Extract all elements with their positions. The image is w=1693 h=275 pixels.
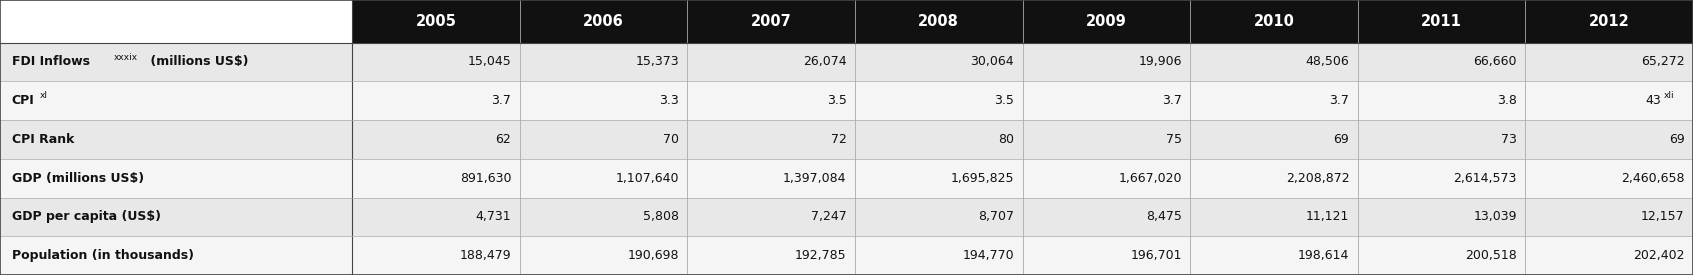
Text: 2010: 2010 xyxy=(1253,14,1295,29)
Text: 891,630: 891,630 xyxy=(460,172,511,185)
Text: 192,785: 192,785 xyxy=(796,249,846,262)
Text: 2,614,573: 2,614,573 xyxy=(1454,172,1517,185)
Text: 2006: 2006 xyxy=(582,14,625,29)
Text: 3.7: 3.7 xyxy=(1329,94,1349,107)
Text: xl: xl xyxy=(39,91,47,100)
Text: 26,074: 26,074 xyxy=(802,56,846,68)
Text: 1,695,825: 1,695,825 xyxy=(950,172,1014,185)
Text: 194,770: 194,770 xyxy=(963,249,1014,262)
Text: 2,460,658: 2,460,658 xyxy=(1620,172,1685,185)
Text: 1,107,640: 1,107,640 xyxy=(615,172,679,185)
Text: Population (in thousands): Population (in thousands) xyxy=(12,249,195,262)
Text: 7,247: 7,247 xyxy=(811,210,846,223)
Text: 3.3: 3.3 xyxy=(659,94,679,107)
Bar xyxy=(0,43,1693,81)
Text: 2011: 2011 xyxy=(1420,14,1463,29)
Text: 3.7: 3.7 xyxy=(491,94,511,107)
Text: CPI Rank: CPI Rank xyxy=(12,133,74,146)
Text: CPI: CPI xyxy=(12,94,34,107)
Bar xyxy=(0,197,1693,236)
Text: 13,039: 13,039 xyxy=(1473,210,1517,223)
Text: 2005: 2005 xyxy=(415,14,457,29)
Text: 80: 80 xyxy=(999,133,1014,146)
Text: 2009: 2009 xyxy=(1085,14,1128,29)
Text: 200,518: 200,518 xyxy=(1464,249,1517,262)
Text: 75: 75 xyxy=(1166,133,1182,146)
Bar xyxy=(352,0,1693,43)
Text: 48,506: 48,506 xyxy=(1305,56,1349,68)
Text: 2008: 2008 xyxy=(918,14,960,29)
Text: 1,667,020: 1,667,020 xyxy=(1117,172,1182,185)
Text: 73: 73 xyxy=(1502,133,1517,146)
Text: 72: 72 xyxy=(831,133,846,146)
Text: 2007: 2007 xyxy=(750,14,792,29)
Text: 2012: 2012 xyxy=(1588,14,1630,29)
Text: 8,707: 8,707 xyxy=(979,210,1014,223)
Text: 4,731: 4,731 xyxy=(476,210,511,223)
Bar xyxy=(0,81,1693,120)
Bar xyxy=(0,236,1693,275)
Text: xxxix: xxxix xyxy=(113,53,137,62)
Text: 66,660: 66,660 xyxy=(1473,56,1517,68)
Text: 69: 69 xyxy=(1334,133,1349,146)
Text: 1,397,084: 1,397,084 xyxy=(782,172,846,185)
Text: 188,479: 188,479 xyxy=(460,249,511,262)
Bar xyxy=(0,120,1693,159)
Text: 11,121: 11,121 xyxy=(1305,210,1349,223)
Text: 8,475: 8,475 xyxy=(1146,210,1182,223)
Bar xyxy=(0,0,352,43)
Text: 43: 43 xyxy=(1646,94,1661,107)
Text: 62: 62 xyxy=(496,133,511,146)
Text: 198,614: 198,614 xyxy=(1299,249,1349,262)
Text: 196,701: 196,701 xyxy=(1131,249,1182,262)
Text: 65,272: 65,272 xyxy=(1641,56,1685,68)
Text: 3.5: 3.5 xyxy=(826,94,846,107)
Text: GDP per capita (US$): GDP per capita (US$) xyxy=(12,210,161,223)
Text: 2,208,872: 2,208,872 xyxy=(1285,172,1349,185)
Text: 69: 69 xyxy=(1669,133,1685,146)
Text: 5,808: 5,808 xyxy=(643,210,679,223)
Text: GDP (millions US$): GDP (millions US$) xyxy=(12,172,144,185)
Text: (millions US$): (millions US$) xyxy=(146,56,247,68)
Text: 3.8: 3.8 xyxy=(1497,94,1517,107)
Text: 15,045: 15,045 xyxy=(467,56,511,68)
Text: 70: 70 xyxy=(664,133,679,146)
Text: 190,698: 190,698 xyxy=(628,249,679,262)
Bar xyxy=(0,159,1693,197)
Text: 3.7: 3.7 xyxy=(1161,94,1182,107)
Text: FDI Inflows: FDI Inflows xyxy=(12,56,90,68)
Text: 15,373: 15,373 xyxy=(635,56,679,68)
Text: 12,157: 12,157 xyxy=(1641,210,1685,223)
Text: xli: xli xyxy=(1664,91,1674,100)
Text: 19,906: 19,906 xyxy=(1138,56,1182,68)
Text: 30,064: 30,064 xyxy=(970,56,1014,68)
Text: 202,402: 202,402 xyxy=(1634,249,1685,262)
Text: 3.5: 3.5 xyxy=(994,94,1014,107)
